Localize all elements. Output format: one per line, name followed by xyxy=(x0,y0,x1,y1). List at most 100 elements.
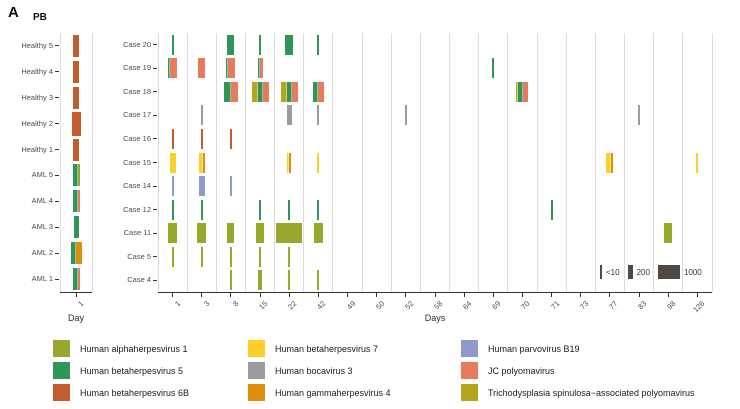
virus-bar-beta5 xyxy=(257,58,260,79)
day-tick-label: 42 xyxy=(315,299,328,312)
virus-bar-beta5 xyxy=(72,268,78,291)
virus-bar-boca3 xyxy=(638,105,641,126)
case-row-tick xyxy=(153,209,157,211)
virus-bar-alpha1 xyxy=(77,164,80,187)
legend-label-beta5: Human betaherpesvirus 5 xyxy=(80,365,184,376)
virus-bar-beta6b xyxy=(71,111,81,136)
case-row-label: Case 15 xyxy=(123,157,151,167)
virus-bar-jc xyxy=(262,81,269,102)
panel-gridline xyxy=(59,33,61,292)
virus-bar-jc xyxy=(198,58,206,79)
x-axis-tick xyxy=(75,293,77,297)
virus-bar-beta5 xyxy=(73,216,79,239)
virus-bar-alpha1 xyxy=(229,246,232,267)
panel-gridline xyxy=(303,33,305,292)
virus-bar-beta5 xyxy=(550,199,553,220)
legend-swatch-alpha1 xyxy=(53,340,70,357)
x-axis-tick xyxy=(638,293,640,297)
x-axis-tick xyxy=(463,293,465,297)
virus-bar-beta5 xyxy=(312,81,318,102)
case-row-label: AML 1 xyxy=(31,274,53,284)
panel-gridline xyxy=(157,33,159,292)
legend-label-alpha1: Human alphaherpesvirus 1 xyxy=(80,343,188,354)
virus-bar-jc xyxy=(259,58,263,79)
virus-bar-alpha1 xyxy=(258,270,263,291)
virus-bar-alpha1 xyxy=(288,270,291,291)
case-row-label: Case 11 xyxy=(123,228,151,238)
x-axis-line xyxy=(60,292,92,293)
panel-gridline xyxy=(186,33,188,292)
day-tick-label: 50 xyxy=(373,299,387,312)
day-tick-label: 77 xyxy=(607,299,620,312)
panel-gridline xyxy=(274,33,276,292)
virus-bar-beta5 xyxy=(518,81,524,102)
virus-bar-beta7 xyxy=(606,152,612,173)
day-tick-label: 98 xyxy=(665,299,678,312)
x-axis-tick xyxy=(201,293,203,297)
case-row-tick xyxy=(153,256,157,258)
legend-swatch-beta5 xyxy=(53,362,70,379)
case-row-tick xyxy=(55,45,59,47)
size-legend-label: 200 xyxy=(636,267,650,277)
virus-bar-beta6b xyxy=(73,34,79,57)
x-axis-tick xyxy=(230,293,232,297)
virus-bar-alpha1 xyxy=(229,270,232,291)
virus-bar-beta5 xyxy=(171,199,174,220)
virus-bar-beta5 xyxy=(285,34,294,55)
virus-bar-beta5 xyxy=(317,199,320,220)
virus-bar-boca3 xyxy=(404,105,407,126)
case-row-tick xyxy=(55,278,59,280)
legend-item-b19: Human parvovirus B19 xyxy=(461,340,580,357)
x-axis-tick xyxy=(347,293,349,297)
day-tick-label: 49 xyxy=(344,299,357,312)
legend-item-beta6b: Human betaherpesvirus 6B xyxy=(53,384,189,401)
size-legend-label: 1000 xyxy=(683,267,702,277)
x-axis-tick xyxy=(172,293,174,297)
x-axis-tick xyxy=(609,293,611,297)
day-tick-label: 83 xyxy=(636,299,649,312)
panel-gridline xyxy=(478,33,480,292)
virus-bar-beta5 xyxy=(168,58,171,79)
virus-bar-b19 xyxy=(171,176,174,197)
x-axis-tick xyxy=(696,293,698,297)
virus-bar-alpha1 xyxy=(200,246,203,267)
virus-bar-gamma4 xyxy=(611,152,614,173)
virus-bar-beta7 xyxy=(696,152,699,173)
virus-bar-alpha1 xyxy=(197,223,207,244)
legend-swatch-boca3 xyxy=(248,362,265,379)
case-row-label: Healthy 5 xyxy=(21,40,53,50)
day-tick-label: 71 xyxy=(548,299,561,312)
case-row-label: Healthy 2 xyxy=(21,118,53,128)
case-row-label: AML 3 xyxy=(31,222,53,232)
case-row-tick xyxy=(153,185,157,187)
case-row-label: Case 5 xyxy=(127,251,151,261)
pb-panel-title: PB xyxy=(33,12,47,23)
size-legend-label: <10 xyxy=(606,267,620,277)
case-row-label: Healthy 4 xyxy=(21,66,53,76)
virus-bar-beta6b xyxy=(171,128,174,149)
legend-swatch-beta6b xyxy=(53,384,70,401)
legend-swatch-tspyv xyxy=(461,384,478,401)
virus-bar-alpha1 xyxy=(171,246,174,267)
x-axis-tick xyxy=(521,293,523,297)
size-legend: <10 200 1000 xyxy=(600,265,710,279)
case-row-tick xyxy=(55,97,59,99)
legend-swatch-jc xyxy=(461,362,478,379)
case-row-tick xyxy=(153,114,157,116)
virus-bar-beta5 xyxy=(70,242,76,265)
panel-gridline xyxy=(91,33,93,292)
legend-item-jc: JC polyomavirus xyxy=(461,362,555,379)
panel-gridline xyxy=(653,33,655,292)
virus-bar-alpha1 xyxy=(259,246,262,267)
virus-bar-beta6b xyxy=(200,128,203,149)
x-axis-tick xyxy=(376,293,378,297)
size-legend-bar xyxy=(600,265,602,279)
legend-item-gamma4: Human gammaherpesvirus 4 xyxy=(248,384,391,401)
case-row-tick xyxy=(153,162,157,163)
size-legend-item: 1000 xyxy=(657,265,702,279)
virus-bar-beta5 xyxy=(72,190,78,213)
day-tick-label: 22 xyxy=(286,299,299,312)
legend-item-boca3: Human bocavirus 3 xyxy=(248,362,353,379)
virus-bar-tspyv xyxy=(280,81,287,102)
case-row-label: Case 12 xyxy=(123,204,151,214)
